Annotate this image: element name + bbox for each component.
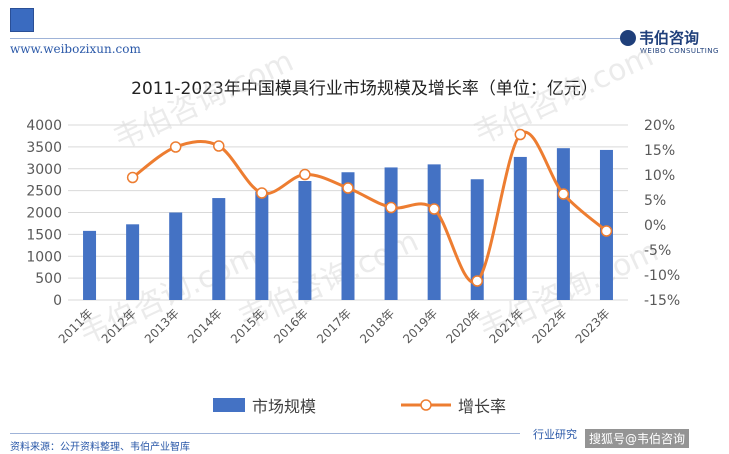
- growth-point-2012年: [126, 171, 139, 184]
- bar-2017年: [341, 172, 355, 300]
- brand-logo-icon: [620, 30, 636, 46]
- growth-point-2015年: [256, 187, 268, 199]
- x-tick-label-3: 2014年: [185, 306, 225, 346]
- growth-point-2013年: [169, 141, 182, 153]
- header-divider: [10, 38, 620, 39]
- brand-name: 韦伯咨询: [639, 29, 700, 47]
- bar-2020年: [470, 179, 484, 300]
- left-tick-label-0: 0: [53, 293, 62, 309]
- left-tick-label-8: 4000: [26, 118, 62, 134]
- left-tick-label-4: 2000: [26, 206, 62, 222]
- growth-point-2016年: [299, 168, 311, 181]
- x-tick-label-8: 2019年: [400, 306, 440, 346]
- growth-point-2020年: [471, 275, 483, 287]
- page-header: www.weibozixun.com 韦伯咨询 WEIBO CONSULTING: [0, 0, 729, 62]
- bar-2014年: [212, 198, 226, 300]
- x-tick-label-7: 2018年: [357, 306, 397, 346]
- growth-point-2018年: [385, 201, 397, 214]
- growth-point-2019年: [428, 203, 440, 215]
- source-note: 资料来源：公开资料整理、韦伯产业智库: [10, 442, 190, 453]
- x-tick-label-9: 2020年: [443, 306, 483, 346]
- footer-divider: [10, 433, 520, 434]
- left-tick-label-2: 1000: [26, 249, 62, 265]
- legend-marker-growth: [420, 399, 432, 411]
- footer-handle: 搜狐号@韦伯咨询: [585, 429, 690, 448]
- right-tick-label-0: -15%: [644, 293, 680, 309]
- right-tick-label-4: 5%: [644, 193, 666, 209]
- growth-point-2017年: [342, 182, 354, 194]
- bar-2019年: [427, 164, 441, 300]
- growth-point-2014年: [213, 140, 225, 152]
- bar-2012年: [126, 224, 140, 300]
- right-tick-label-1: -10%: [644, 268, 680, 284]
- right-tick-label-5: 10%: [644, 168, 675, 184]
- legend-swatch-bar: [213, 398, 245, 412]
- site-url[interactable]: www.weibozixun.com: [10, 42, 141, 56]
- bar-2011年: [83, 230, 97, 300]
- bar-2013年: [169, 212, 183, 300]
- right-tick-label-3: 0%: [644, 218, 666, 234]
- left-tick-label-6: 3000: [26, 162, 62, 178]
- left-tick-label-5: 2500: [26, 184, 62, 200]
- growth-point-2021年: [514, 128, 527, 141]
- growth-point-2023年: [600, 225, 613, 237]
- left-tick-label-7: 3500: [26, 140, 62, 156]
- bar-2023年: [599, 149, 613, 300]
- legend-label-growth: 增长率: [458, 397, 506, 416]
- footer-category: 行业研究: [533, 428, 577, 441]
- right-tick-label-6: 15%: [644, 143, 675, 159]
- brand-name-en: WEIBO CONSULTING: [640, 47, 719, 55]
- growth-point-2022年: [557, 188, 570, 200]
- watermark-1: 韦伯咨询.com: [469, 39, 659, 153]
- right-tick-label-2: -5%: [644, 243, 671, 259]
- left-tick-label-3: 1500: [26, 227, 62, 243]
- logo-square-icon: [10, 8, 34, 32]
- right-tick-label-7: 20%: [644, 118, 675, 134]
- legend-label-bar: 市场规模: [252, 397, 316, 416]
- x-tick-label-6: 2017年: [314, 306, 354, 346]
- left-tick-label-1: 500: [35, 271, 62, 287]
- bar-2015年: [255, 191, 269, 300]
- bar-2022年: [556, 148, 570, 300]
- bar-2016年: [298, 181, 312, 300]
- chart-title: 2011-2023年中国模具行业市场规模及增长率（单位：亿元）: [131, 79, 598, 99]
- bar-2018年: [384, 167, 398, 300]
- x-tick-label-12: 2023年: [573, 306, 613, 346]
- bar-2021年: [513, 156, 527, 300]
